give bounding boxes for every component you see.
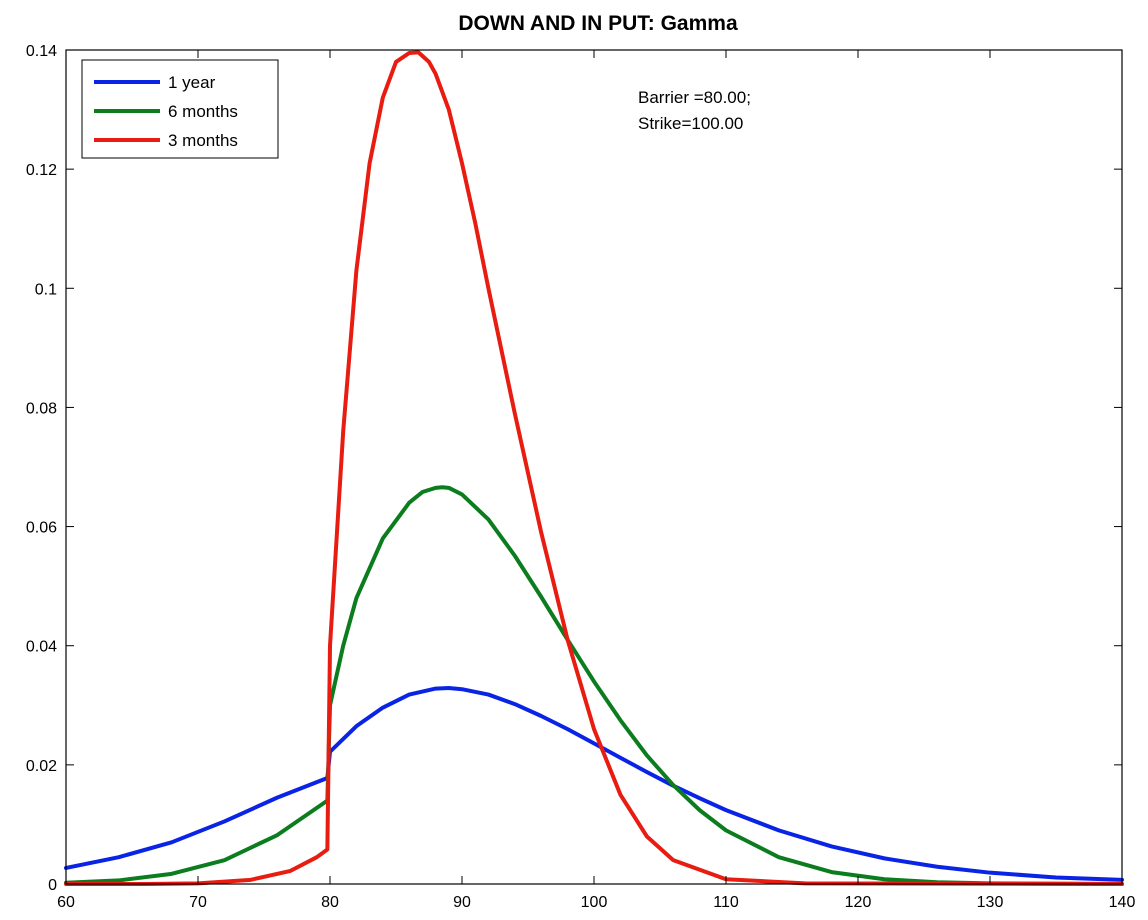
y-tick-label: 0.14 [26,43,57,60]
y-tick-label: 0.06 [26,520,57,537]
x-tick-label: 130 [977,894,1004,911]
y-tick-label: 0.12 [26,162,57,179]
y-tick-label: 0.1 [35,281,57,298]
x-tick-label: 80 [321,894,339,911]
x-tick-label: 90 [453,894,471,911]
y-tick-label: 0 [48,877,57,894]
legend-label-6-months: 6 months [168,102,238,121]
plot-area [66,50,1122,884]
y-tick-label: 0.08 [26,400,57,417]
y-tick-label: 0.04 [26,639,57,656]
series-line-3-months [64,50,1124,886]
series-layer [64,50,1124,886]
ticks-layer: 60 70 80 90 100 110 120 130 140 0 0.02 0.04 0.06 0.08… [26,43,1136,911]
x-tick-label: 100 [581,894,608,911]
x-tick-label: 70 [189,894,207,911]
annotation-barrier: Barrier =80.00; [638,88,751,107]
legend: 1 year 6 months 3 months [81,59,279,159]
legend-label-1-year: 1 year [168,73,216,92]
annotation: Barrier =80.00; Strike=100.00 [638,88,751,133]
y-tick-label: 0.02 [26,758,57,775]
chart-title: DOWN AND IN PUT: Gamma [458,12,738,35]
x-tick-label: 60 [57,894,75,911]
x-tick-label: 140 [1109,894,1136,911]
x-tick-label: 110 [713,894,739,911]
annotation-strike: Strike=100.00 [638,114,743,133]
legend-label-3-months: 3 months [168,131,238,150]
series-line-1-year [64,686,1124,882]
x-tick-label: 120 [845,894,872,911]
